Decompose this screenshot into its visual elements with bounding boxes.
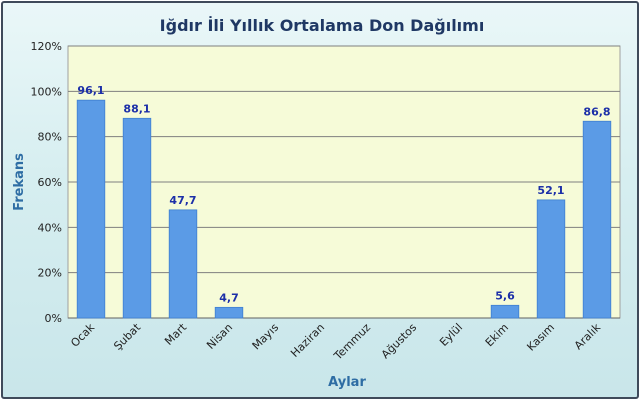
bar-12 [582, 120, 612, 319]
gridlines [68, 45, 620, 319]
x-tick-label: Temmuz [331, 321, 373, 363]
bars [76, 99, 612, 319]
x-axis-title: Aylar [328, 375, 366, 390]
data-label: 88,1 [123, 102, 150, 115]
data-label: 4,7 [219, 291, 239, 304]
y-tick-label: 0% [45, 312, 62, 325]
y-axis-title: Frekans [12, 153, 27, 211]
data-label: 5,6 [495, 289, 515, 302]
bar-2 [122, 117, 152, 319]
x-tick-label: Mart [162, 320, 189, 347]
bar-11 [536, 199, 566, 319]
x-tick-label: Nisan [204, 321, 235, 352]
data-label: 47,7 [169, 194, 196, 207]
chart-title: Iğdır İli Yıllık Ortalama Don Dağılımı [160, 16, 485, 35]
x-tick-label: Şubat [111, 320, 143, 352]
data-label: 86,8 [583, 105, 610, 118]
y-tick-label: 20% [38, 267, 62, 280]
y-tick-label: 100% [31, 85, 62, 98]
bar-4 [214, 306, 244, 319]
bar-1 [76, 99, 106, 319]
x-tick-label: Haziran [288, 321, 327, 360]
x-tick-label: Ekim [483, 321, 511, 349]
y-tick-label: 120% [31, 40, 62, 53]
x-tick-label: Kasım [524, 321, 557, 354]
y-tick-label: 80% [38, 131, 62, 144]
x-tick-label: Mayıs [250, 321, 282, 353]
x-tick-labels: Ocak Şubat Mart Nisan Mayıs Haziran Temmuz Ağus… [68, 320, 603, 363]
x-tick-label: Ocak [68, 320, 97, 349]
x-tick-label: Ağustos [379, 321, 419, 361]
data-label: 96,1 [77, 84, 104, 97]
bar-3 [168, 209, 198, 319]
x-tick-label: Aralık [572, 320, 604, 352]
y-tick-label: 60% [38, 176, 62, 189]
y-tick-labels: 0% 20% 40% 60% 80% 100% 120% [31, 40, 62, 325]
data-labels: 96,1 88,1 47,7 4,7 5,6 52,1 86,8 [77, 84, 610, 304]
y-tick-label: 40% [38, 221, 62, 234]
x-tick-label: Eylül [437, 321, 465, 349]
data-label: 52,1 [537, 184, 564, 197]
bar-10 [490, 304, 520, 319]
